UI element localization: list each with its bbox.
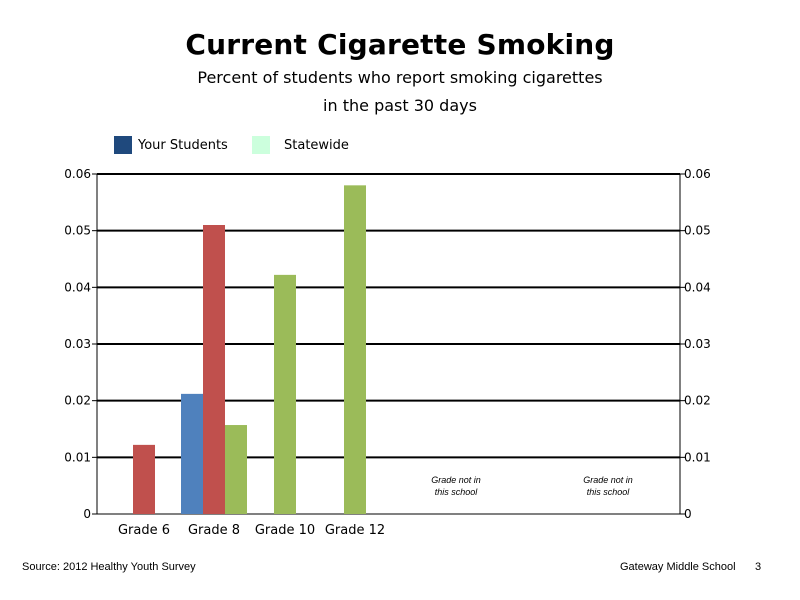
- legend-item-your-students: Your Students: [114, 136, 228, 154]
- x-tick-label-3: Grade 12: [325, 523, 385, 538]
- x-tick-label-1: Grade 8: [188, 523, 240, 538]
- footer-school: Gateway Middle School: [620, 561, 736, 573]
- y-tick-label-left-3: 0.03: [64, 337, 91, 351]
- legend-label-your-students: Your Students: [138, 137, 228, 153]
- bar-series2-cat2: [274, 274, 296, 514]
- y-tick-label-left-4: 0.04: [64, 280, 91, 294]
- y-tick-label-right-4: 0.04: [684, 280, 711, 294]
- annotation-1-line1: Grade not in: [583, 475, 633, 485]
- x-tick-label-2: Grade 10: [255, 523, 315, 538]
- chart-subtitle-line1: Percent of students who report smoking c…: [197, 68, 603, 87]
- chart-subtitle-line2: in the past 30 days: [323, 96, 477, 115]
- y-tick-label-right-0: 0: [684, 507, 692, 521]
- annotation-0-line1: Grade not in: [431, 475, 481, 485]
- y-tick-label-right-2: 0.02: [684, 394, 711, 408]
- y-tick-label-right-1: 0.01: [684, 450, 711, 464]
- bar-series1-cat0: [133, 444, 155, 514]
- legend-item-statewide: Statewide: [252, 136, 349, 154]
- y-tick-label-left-0: 0: [83, 507, 91, 521]
- legend-swatch-statewide: [252, 136, 270, 154]
- y-tick-label-left-6: 0.06: [64, 167, 91, 181]
- annotation-1-line2: this school: [587, 487, 631, 497]
- bar-series0-cat1: [181, 393, 203, 514]
- page-number: 3: [755, 561, 762, 573]
- chart-title: Current Cigarette Smoking: [185, 28, 615, 61]
- annotation-0-line2: this school: [435, 487, 479, 497]
- bar-series2-cat3: [344, 185, 366, 515]
- bar-series2-cat1: [225, 425, 247, 514]
- footer-source: Source: 2012 Healthy Youth Survey: [22, 561, 196, 573]
- y-tick-label-left-2: 0.02: [64, 394, 91, 408]
- legend-swatch-your-students: [114, 136, 132, 154]
- bar-series1-cat1: [203, 225, 225, 514]
- legend-label-statewide: Statewide: [284, 137, 349, 153]
- y-tick-label-right-6: 0.06: [684, 167, 711, 181]
- y-tick-label-right-5: 0.05: [684, 224, 711, 238]
- y-tick-label-left-5: 0.05: [64, 224, 91, 238]
- y-tick-label-right-3: 0.03: [684, 337, 711, 351]
- y-tick-label-left-1: 0.01: [64, 450, 91, 464]
- x-tick-label-0: Grade 6: [118, 523, 170, 538]
